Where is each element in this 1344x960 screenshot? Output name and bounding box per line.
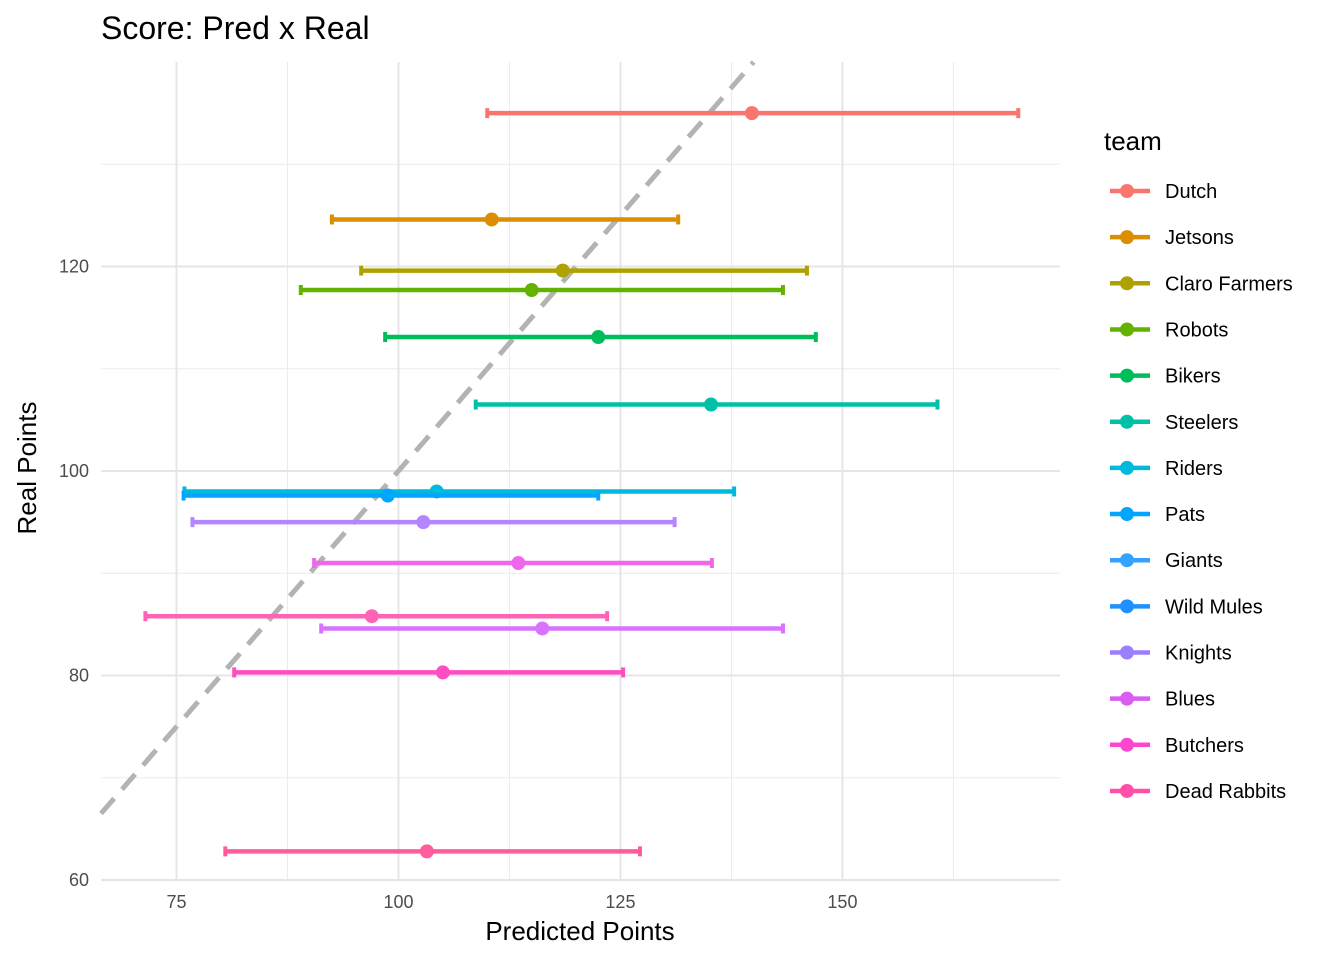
data-point (435, 665, 450, 680)
data-point (744, 106, 759, 121)
series-layer (143, 106, 1021, 859)
legend-item: Claro Farmers (1110, 273, 1293, 295)
legend-label: Dead Rabbits (1165, 781, 1286, 803)
x-tick-label: 150 (827, 892, 857, 912)
legend-key-point (1120, 645, 1134, 660)
legend-item: Blues (1110, 689, 1215, 711)
legend-item: Knights (1110, 643, 1232, 665)
legend-item: Dead Rabbits (1110, 781, 1286, 803)
series-jetsons (329, 212, 681, 227)
data-point (535, 621, 550, 636)
legend-key-point (1120, 553, 1134, 568)
legend-label: Claro Farmers (1165, 273, 1293, 295)
series-wild-mules (312, 556, 714, 571)
data-point (419, 844, 434, 859)
series-claro-farmers (359, 263, 809, 278)
legend-key-point (1120, 460, 1134, 475)
legend-item: Robots (1110, 319, 1228, 341)
legend-key-point (1120, 737, 1134, 752)
legend-item: Pats (1110, 504, 1205, 526)
legend-item: Dutch (1110, 181, 1217, 203)
legend-label: Robots (1165, 319, 1228, 341)
data-point (364, 609, 379, 624)
legend-key-point (1120, 322, 1134, 337)
legend-item: Giants (1110, 550, 1223, 572)
legend-item: Wild Mules (1110, 596, 1263, 618)
grid-major (101, 62, 1060, 881)
legend-items: Dutch Jetsons Claro Farmers Robots Bikers Ste… (1110, 181, 1293, 803)
legend-key-point (1120, 368, 1134, 383)
legend-label: Butchers (1165, 735, 1244, 757)
data-point (704, 397, 719, 412)
legend-key-point (1120, 783, 1134, 798)
legend-label: Wild Mules (1165, 596, 1263, 618)
reference-line-layer (99, 60, 756, 816)
series-steelers (473, 397, 940, 412)
y-tick-label: 60 (69, 870, 89, 890)
series-dutch (485, 106, 1021, 121)
legend-key-point (1120, 414, 1134, 429)
data-point (484, 212, 499, 227)
legend-label: Giants (1165, 550, 1223, 572)
legend-key-point (1120, 599, 1134, 614)
series-blues (319, 621, 785, 636)
x-tick-label: 125 (605, 892, 635, 912)
y-axis-ticks: 60 80 100 120 (59, 257, 89, 891)
y-tick-label: 120 (59, 257, 89, 277)
legend-label: Bikers (1165, 366, 1221, 388)
series-knights (143, 609, 610, 624)
legend-label: Riders (1165, 458, 1223, 480)
series-giants (190, 515, 677, 530)
legend-label: Blues (1165, 689, 1215, 711)
legend-item: Butchers (1110, 735, 1244, 757)
data-point (524, 283, 539, 298)
legend-key-point (1120, 184, 1134, 198)
legend-label: Pats (1165, 504, 1205, 526)
legend-key-point (1120, 507, 1134, 522)
identity-reference-line (99, 60, 756, 816)
legend-key-point (1120, 276, 1134, 291)
x-tick-label: 100 (383, 892, 413, 912)
y-tick-label: 100 (59, 461, 89, 481)
data-point (555, 263, 570, 278)
legend: team Dutch Jetsons Claro Farmers Robots Bike… (1104, 126, 1293, 803)
data-point (511, 556, 526, 571)
series-dead-rabbits (223, 844, 642, 859)
legend-label: Dutch (1165, 181, 1217, 203)
series-butchers (232, 665, 626, 680)
data-point (380, 488, 395, 503)
y-axis-title: Real Points (12, 402, 42, 535)
legend-item: Jetsons (1110, 227, 1234, 249)
series-bikers (383, 330, 818, 345)
data-point (591, 330, 606, 345)
legend-label: Jetsons (1165, 227, 1234, 249)
legend-key-point (1120, 230, 1134, 245)
legend-key-point (1120, 691, 1134, 706)
x-axis-ticks: 75 100 125 150 (166, 892, 857, 912)
y-tick-label: 80 (69, 666, 89, 686)
series-pats (181, 488, 601, 503)
legend-label: Knights (1165, 643, 1232, 665)
legend-title: team (1104, 126, 1162, 156)
x-axis-title: Predicted Points (485, 916, 674, 946)
legend-item: Riders (1110, 458, 1223, 480)
grid-minor (101, 62, 1060, 880)
legend-item: Steelers (1110, 412, 1238, 434)
legend-item: Bikers (1110, 366, 1221, 388)
series-robots (298, 283, 785, 298)
chart-title: Score: Pred x Real (101, 10, 370, 46)
x-tick-label: 75 (166, 892, 186, 912)
legend-label: Steelers (1165, 412, 1238, 434)
data-point (416, 515, 431, 530)
